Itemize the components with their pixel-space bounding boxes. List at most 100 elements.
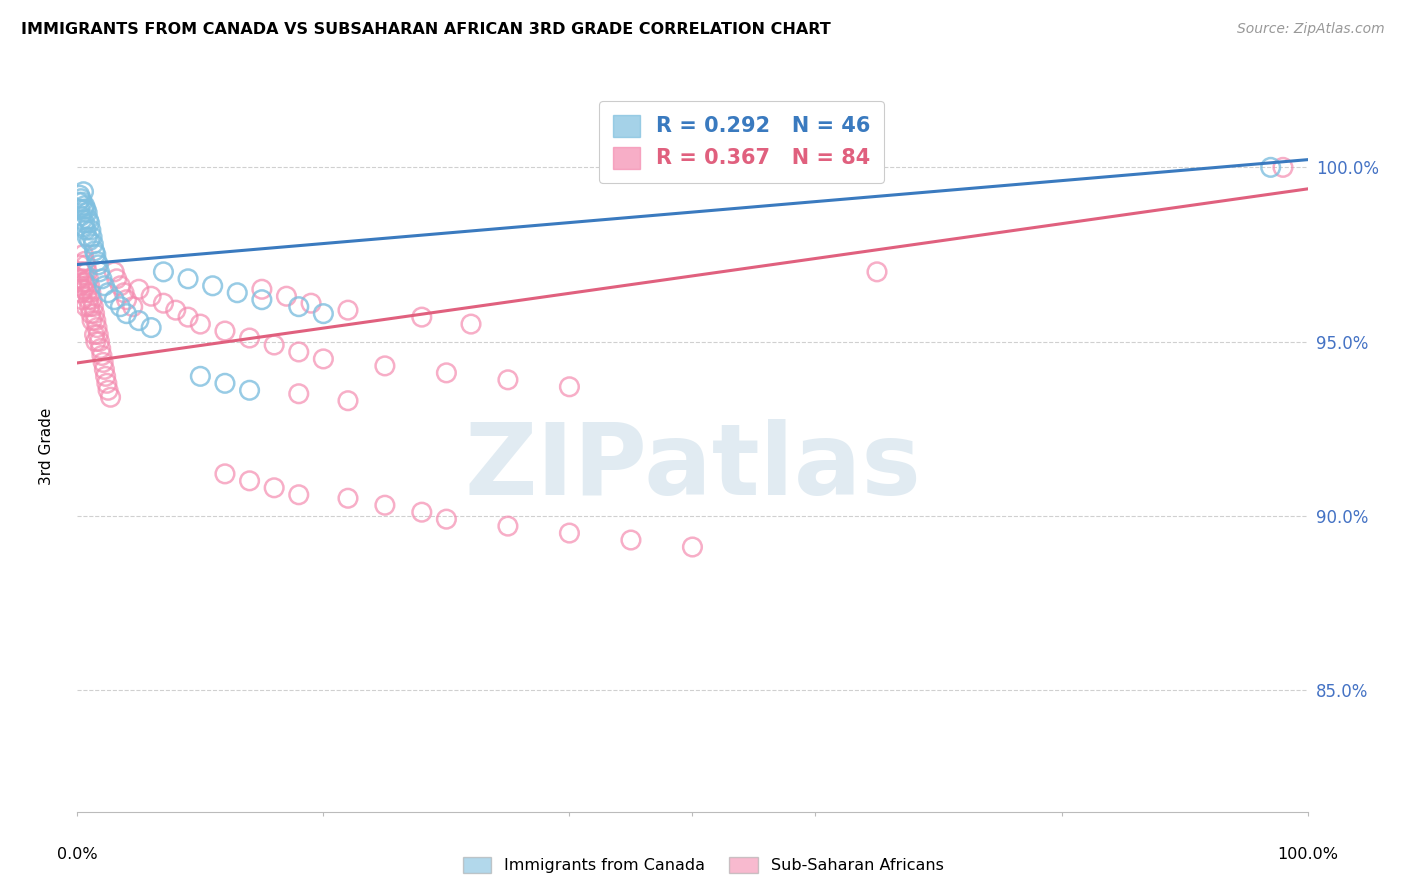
Point [276, 289, 298, 303]
Point [86, 320, 108, 334]
Point [100, 390, 122, 404]
Point [82, 237, 104, 252]
Point [72, 282, 94, 296]
Point [89, 265, 111, 279]
Point [83, 307, 105, 321]
Point [188, 317, 212, 331]
Point [214, 324, 236, 338]
Point [94, 369, 117, 384]
Point [239, 474, 262, 488]
Point [460, 317, 482, 331]
Point [411, 505, 433, 519]
Point [263, 481, 285, 495]
Point [682, 540, 704, 554]
Point [337, 491, 360, 506]
Point [79, 278, 101, 293]
Point [76, 285, 98, 300]
Point [299, 296, 322, 310]
Point [288, 345, 311, 359]
Point [91, 355, 114, 369]
Point [496, 373, 519, 387]
Text: ZIPatlas: ZIPatlas [464, 419, 921, 516]
Point [115, 307, 138, 321]
Point [110, 300, 132, 314]
Point [73, 254, 96, 268]
Point [105, 272, 128, 286]
Point [96, 376, 118, 391]
Point [1260, 161, 1282, 175]
Point [288, 386, 311, 401]
Point [250, 293, 273, 307]
Point [77, 272, 100, 286]
Point [80, 223, 103, 237]
Point [75, 223, 97, 237]
Point [83, 327, 105, 342]
Point [77, 212, 100, 227]
Point [496, 519, 519, 533]
Point [72, 185, 94, 199]
Point [69, 188, 91, 202]
Point [103, 293, 125, 307]
Point [72, 219, 94, 234]
Point [214, 467, 236, 481]
Point [69, 258, 91, 272]
Point [337, 393, 360, 408]
Point [72, 247, 94, 261]
Point [866, 265, 889, 279]
Point [436, 512, 458, 526]
Legend: Immigrants from Canada, Sub-Saharan Africans: Immigrants from Canada, Sub-Saharan Afri… [456, 850, 950, 880]
Point [82, 293, 104, 307]
Point [374, 498, 396, 512]
Text: Source: ZipAtlas.com: Source: ZipAtlas.com [1237, 22, 1385, 37]
Point [152, 265, 174, 279]
Text: 3rd Grade: 3rd Grade [39, 408, 53, 484]
Point [75, 258, 97, 272]
Point [70, 285, 93, 300]
Point [141, 289, 163, 303]
Point [82, 300, 104, 314]
Point [79, 300, 101, 314]
Point [558, 526, 581, 541]
Point [288, 488, 311, 502]
Point [436, 366, 458, 380]
Point [239, 331, 262, 345]
Point [411, 310, 433, 325]
Point [165, 303, 187, 318]
Point [1272, 161, 1295, 175]
Point [288, 300, 311, 314]
Point [128, 313, 150, 327]
Point [128, 282, 150, 296]
Point [84, 247, 107, 261]
Point [72, 265, 94, 279]
Point [86, 254, 108, 268]
Point [75, 278, 97, 293]
Point [87, 258, 110, 272]
Point [76, 230, 98, 244]
Point [73, 199, 96, 213]
Point [73, 216, 96, 230]
Point [312, 307, 335, 321]
Point [93, 278, 115, 293]
Point [73, 275, 96, 289]
Point [103, 265, 125, 279]
Point [141, 320, 163, 334]
Point [70, 272, 93, 286]
Point [70, 265, 93, 279]
Point [82, 313, 104, 327]
Point [70, 192, 93, 206]
Point [201, 278, 224, 293]
Point [67, 195, 90, 210]
Point [110, 278, 132, 293]
Point [70, 212, 93, 227]
Text: IMMIGRANTS FROM CANADA VS SUBSAHARAN AFRICAN 3RD GRADE CORRELATION CHART: IMMIGRANTS FROM CANADA VS SUBSAHARAN AFR… [21, 22, 831, 37]
Point [239, 384, 262, 398]
Text: 0.0%: 0.0% [58, 847, 97, 862]
Point [188, 369, 212, 384]
Point [90, 348, 114, 362]
Point [121, 300, 143, 314]
Point [89, 334, 111, 349]
Point [76, 265, 98, 279]
Point [75, 300, 97, 314]
Point [77, 293, 100, 307]
Point [83, 244, 105, 258]
